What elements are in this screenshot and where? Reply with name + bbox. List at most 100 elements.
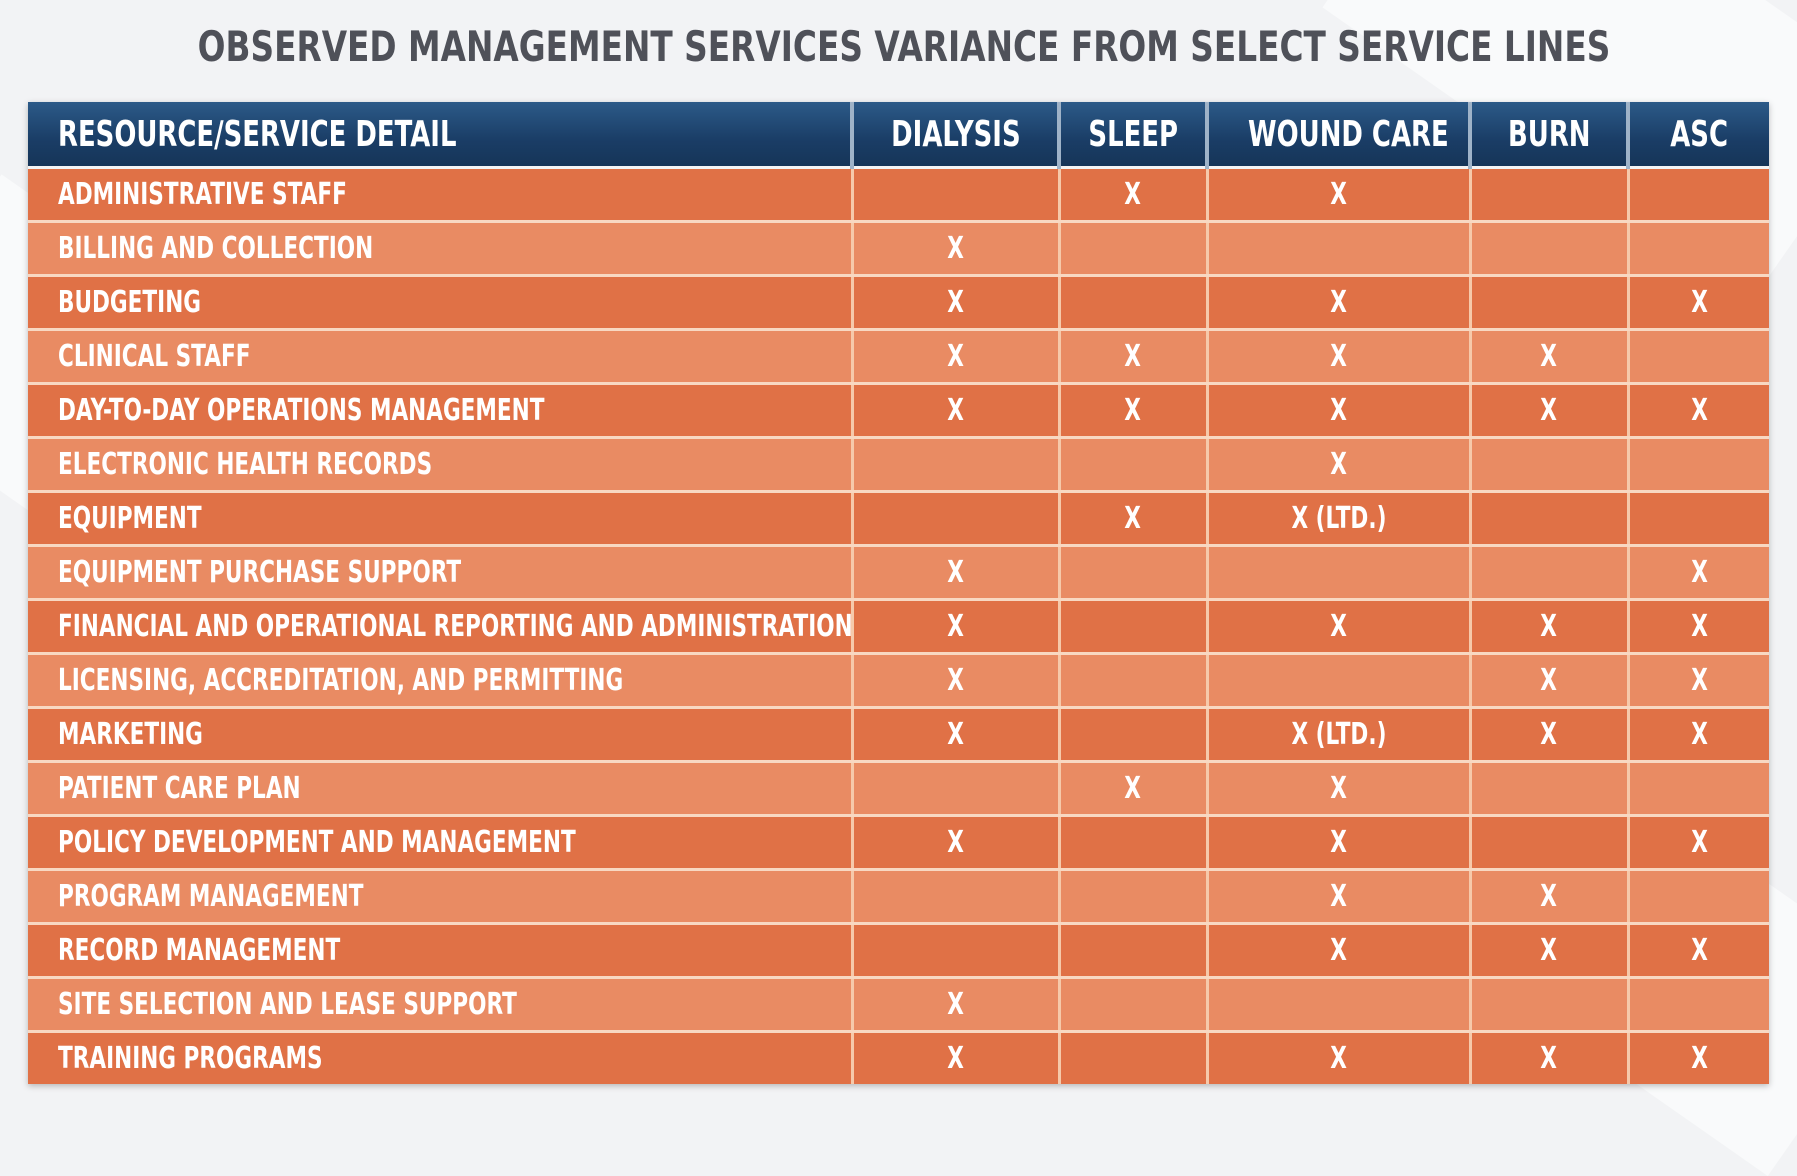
service-mark-cell: X (1470, 383, 1630, 439)
service-mark-cell: X (1207, 437, 1472, 493)
page-title: OBSERVED MANAGEMENT SERVICES VARIANCE FR… (197, 22, 1611, 71)
row-label: TRAINING PROGRAMS (58, 1041, 323, 1076)
service-mark-cell (852, 761, 1061, 817)
service-mark-cell: X (1628, 599, 1769, 655)
row-label: EQUIPMENT PURCHASE SUPPORT (58, 555, 462, 590)
column-header-wound-care: WOUND CARE (1207, 102, 1472, 169)
table-row: LICENSING, ACCREDITATION, AND PERMITTING… (28, 653, 1769, 709)
service-mark-cell (1059, 869, 1209, 925)
column-header-label: ASC (1670, 113, 1729, 155)
table-row: TRAINING PROGRAMS X X X X (28, 1031, 1769, 1084)
service-mark: X (947, 555, 964, 590)
service-mark-cell (1059, 815, 1209, 871)
service-mark: X (947, 1041, 964, 1076)
service-mark-cell (1059, 923, 1209, 979)
service-mark-cell (1470, 221, 1630, 277)
column-header-resource: RESOURCE/SERVICE DETAIL (28, 102, 854, 169)
service-mark: X (1540, 1041, 1558, 1076)
service-mark-cell: X (1207, 599, 1472, 655)
service-mark-cell (1470, 761, 1630, 817)
row-label: SITE SELECTION AND LEASE SUPPORT (58, 987, 517, 1022)
service-mark-cell: X (1059, 491, 1209, 547)
service-mark: X (947, 393, 964, 428)
table-row: FINANCIAL AND OPERATIONAL REPORTING AND … (28, 599, 1769, 655)
table-row: SITE SELECTION AND LEASE SUPPORT X (28, 977, 1769, 1033)
service-mark-cell (1207, 221, 1472, 277)
service-mark-cell (1059, 545, 1209, 601)
service-mark-cell: X (1628, 383, 1769, 439)
service-mark-cell: X (1470, 329, 1630, 385)
table-row: RECORD MANAGEMENT X X X (28, 923, 1769, 979)
service-mark-cell: X (1470, 923, 1630, 979)
row-label: ADMINISTRATIVE STAFF (58, 177, 347, 212)
service-mark: X (1330, 933, 1347, 968)
service-mark-cell: X (1207, 869, 1472, 925)
row-label-cell: PATIENT CARE PLAN (28, 761, 854, 817)
service-mark-cell: X (1207, 329, 1472, 385)
row-label: BUDGETING (58, 285, 201, 320)
service-mark-cell (1628, 869, 1769, 925)
service-mark-cell (1059, 221, 1209, 277)
service-mark: X (1330, 285, 1347, 320)
service-mark-cell (852, 491, 1061, 547)
row-label-cell: ELECTRONIC HEALTH RECORDS (28, 437, 854, 493)
service-mark-cell (1470, 167, 1630, 223)
service-mark: X (1330, 879, 1347, 914)
service-mark: X (947, 285, 964, 320)
service-mark-cell (1628, 329, 1769, 385)
service-mark: X (1690, 1041, 1708, 1076)
table-row: BUDGETING X X X (28, 275, 1769, 331)
service-mark: X (947, 231, 964, 266)
row-label-cell: POLICY DEVELOPMENT AND MANAGEMENT (28, 815, 854, 871)
row-label-cell: BUDGETING (28, 275, 854, 331)
service-mark: X (1540, 339, 1558, 374)
table-row: DAY-TO-DAY OPERATIONS MANAGEMENT X X X X X (28, 383, 1769, 439)
service-mark: X (1690, 285, 1708, 320)
service-mark-cell (1470, 545, 1630, 601)
service-mark-cell: X (1628, 653, 1769, 709)
service-mark-cell (852, 437, 1061, 493)
row-label: BILLING AND COLLECTION (58, 231, 374, 266)
service-mark-cell: X (852, 599, 1061, 655)
table-row: ADMINISTRATIVE STAFF X X (28, 167, 1769, 223)
service-mark: X (1330, 177, 1347, 212)
service-mark-cell (1059, 599, 1209, 655)
service-mark-cell (1470, 491, 1630, 547)
service-mark-cell: X (1470, 599, 1630, 655)
service-mark-cell (1628, 167, 1769, 223)
service-mark: X (1690, 717, 1708, 752)
service-mark-cell (1470, 815, 1630, 871)
service-mark-cell: X (852, 545, 1061, 601)
service-mark-cell: X (1207, 815, 1472, 871)
service-mark: X (1330, 393, 1347, 428)
service-mark-cell: X (1628, 707, 1769, 763)
service-mark: X (947, 609, 964, 644)
service-mark-cell: X (1207, 923, 1472, 979)
service-mark: X (1540, 609, 1558, 644)
column-header-asc: ASC (1628, 102, 1769, 169)
service-mark-cell: X (1628, 275, 1769, 331)
table-row: CLINICAL STAFF X X X X (28, 329, 1769, 385)
row-label-cell: PROGRAM MANAGEMENT (28, 869, 854, 925)
service-mark-cell (1059, 1031, 1209, 1084)
service-mark: X (947, 717, 964, 752)
service-mark: X (1330, 447, 1347, 482)
service-mark-cell: X (1470, 1031, 1630, 1084)
service-mark-cell (1628, 437, 1769, 493)
service-mark: X (1330, 339, 1347, 374)
service-mark-cell (1059, 707, 1209, 763)
row-label-cell: ADMINISTRATIVE STAFF (28, 167, 854, 223)
row-label: PROGRAM MANAGEMENT (58, 879, 364, 914)
row-label: FINANCIAL AND OPERATIONAL REPORTING AND … (58, 609, 852, 644)
row-label: CLINICAL STAFF (58, 339, 251, 374)
row-label-cell: CLINICAL STAFF (28, 329, 854, 385)
row-label-cell: EQUIPMENT PURCHASE SUPPORT (28, 545, 854, 601)
column-header-label: SLEEP (1088, 113, 1178, 155)
row-label-cell: RECORD MANAGEMENT (28, 923, 854, 979)
service-mark-cell: X (1207, 383, 1472, 439)
service-mark: X (947, 987, 964, 1022)
service-mark: X (1540, 717, 1558, 752)
row-label: EQUIPMENT (58, 501, 202, 536)
service-mark-cell (1628, 761, 1769, 817)
row-label: DAY-TO-DAY OPERATIONS MANAGEMENT (58, 393, 545, 428)
